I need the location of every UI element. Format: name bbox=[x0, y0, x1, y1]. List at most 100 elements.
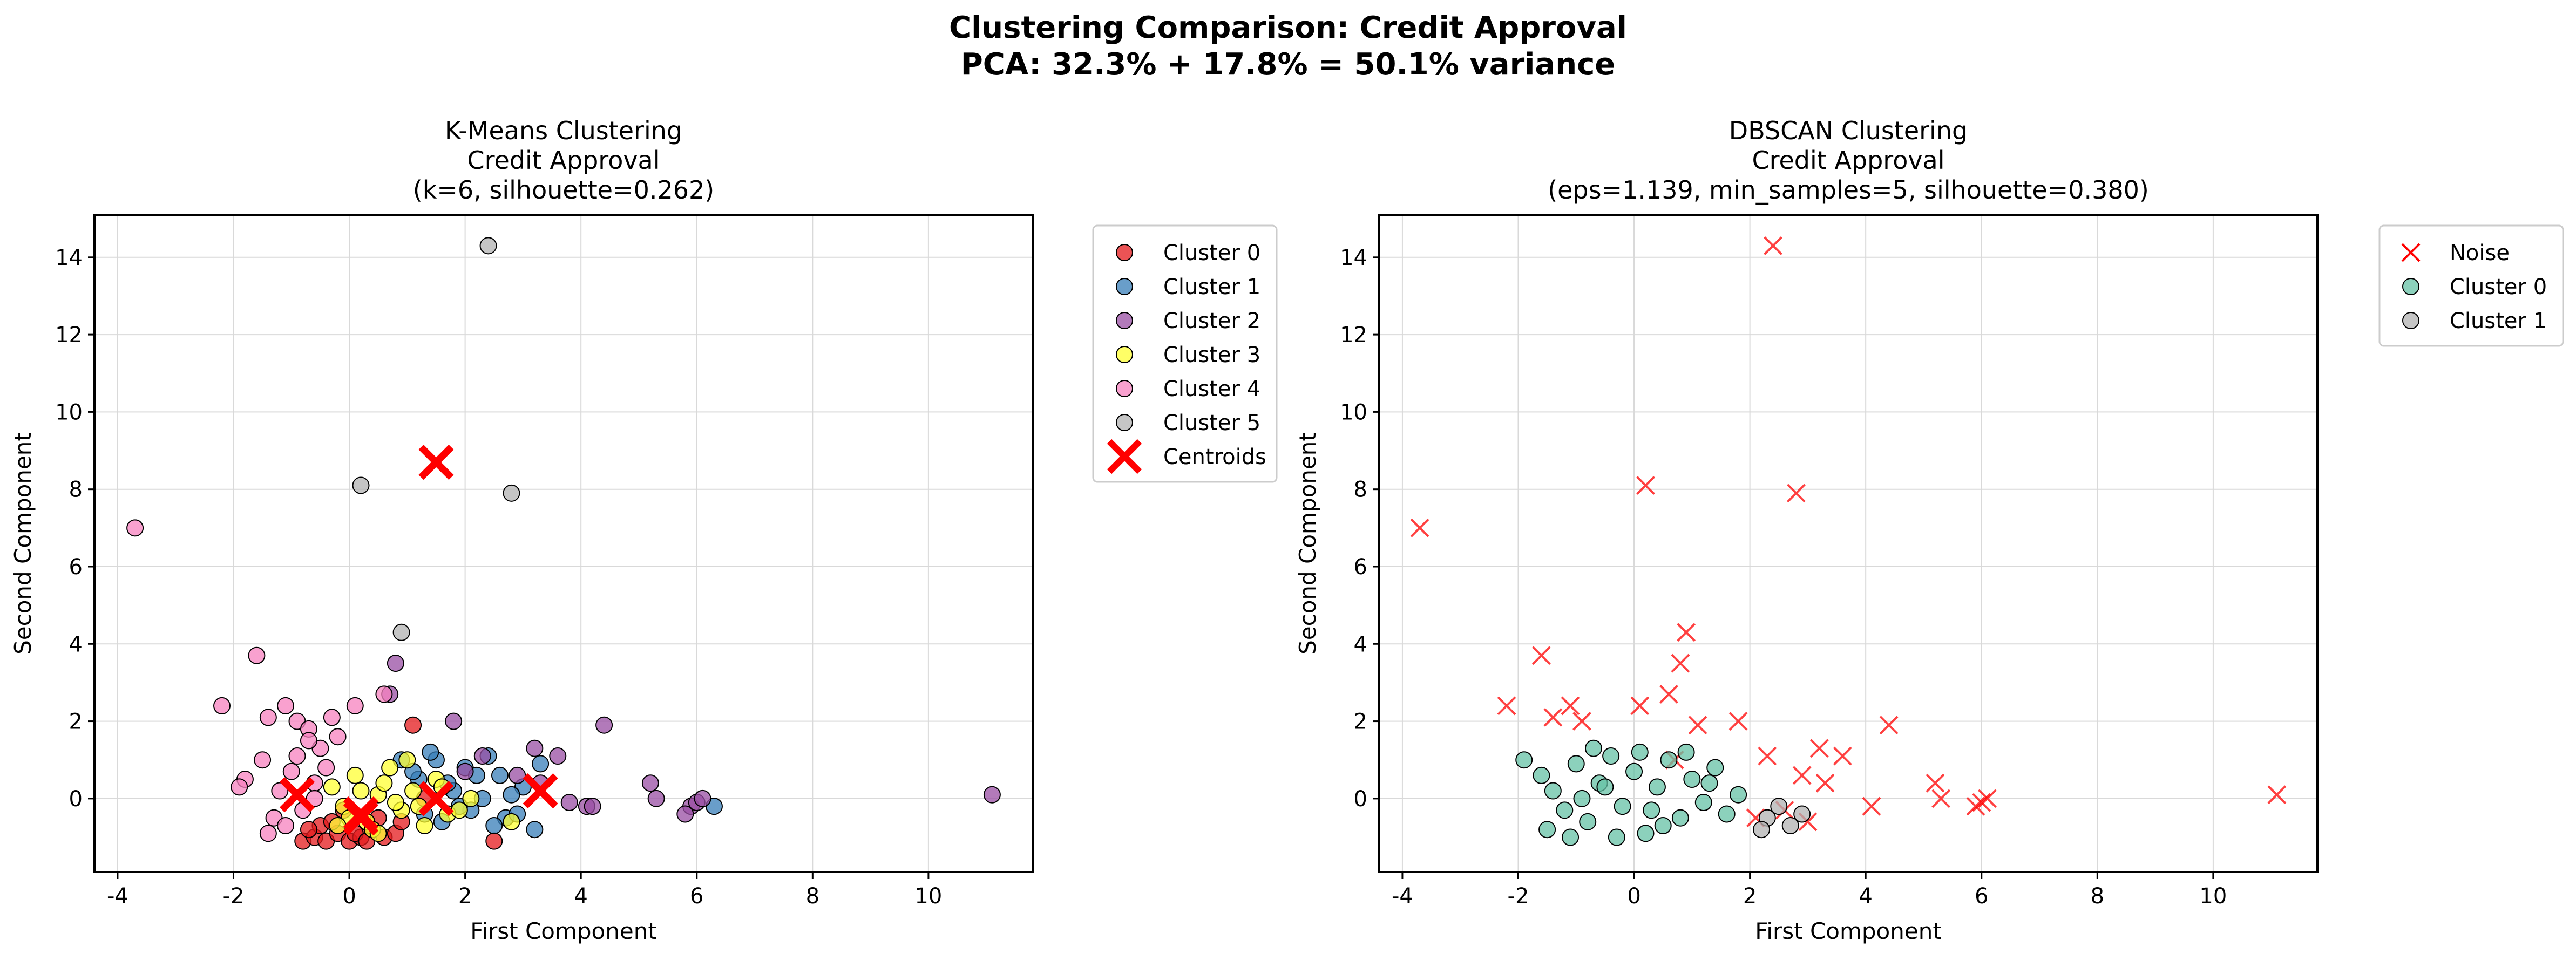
axes-frame bbox=[93, 214, 1034, 873]
noise-point bbox=[1410, 518, 1429, 537]
scatter-point bbox=[1556, 801, 1574, 819]
legend-marker bbox=[1107, 439, 1142, 474]
scatter-point bbox=[277, 697, 295, 714]
legend-marker bbox=[2402, 278, 2419, 295]
centroid-marker bbox=[279, 777, 315, 813]
scatter-point bbox=[1562, 828, 1580, 846]
scatter-point bbox=[259, 825, 277, 842]
scatter-point bbox=[456, 762, 474, 780]
noise-point bbox=[2267, 785, 2287, 805]
chart-title-line: Credit Approval bbox=[467, 146, 660, 175]
scatter-point bbox=[387, 655, 404, 672]
scatter-point bbox=[1637, 825, 1655, 842]
figure-title-line2: PCA: 32.3% + 17.8% = 50.1% variance bbox=[961, 47, 1616, 82]
y-tick-label: 8 bbox=[1354, 478, 1367, 502]
noise-point bbox=[1497, 696, 1516, 716]
scatter-point bbox=[1596, 778, 1614, 796]
scatter-point bbox=[532, 755, 550, 773]
x-tick-label: 4 bbox=[574, 884, 587, 909]
scatter-point bbox=[549, 747, 567, 765]
legend-marker bbox=[1116, 312, 1133, 329]
scatter-point bbox=[381, 759, 399, 777]
scatter-point bbox=[509, 766, 526, 784]
scatter-point bbox=[595, 716, 613, 734]
noise-point bbox=[1926, 773, 1945, 793]
noise-point bbox=[1572, 712, 1591, 731]
scatter-point bbox=[1781, 817, 1799, 835]
legend-box bbox=[2378, 224, 2564, 347]
y-tick-label: 12 bbox=[55, 323, 83, 348]
scatter-point bbox=[983, 786, 1001, 804]
x-axis-label: First Component bbox=[1755, 918, 1942, 944]
y-tick-label: 2 bbox=[69, 710, 83, 734]
scatter-point bbox=[404, 716, 422, 734]
scatter-point bbox=[526, 821, 544, 839]
scatter-point bbox=[1515, 751, 1533, 769]
scatter-point bbox=[1718, 805, 1736, 823]
y-tick-label: 12 bbox=[1340, 323, 1367, 348]
scatter-point bbox=[1753, 821, 1771, 839]
y-tick-label: 2 bbox=[1354, 710, 1367, 734]
x-tick-label: 0 bbox=[342, 884, 356, 909]
scatter-point bbox=[1700, 774, 1718, 792]
x-tick-label: 2 bbox=[1743, 884, 1757, 909]
scatter-point bbox=[1793, 805, 1811, 823]
x-tick-label: 6 bbox=[690, 884, 703, 909]
scatter-point bbox=[306, 789, 323, 807]
legend-label: Cluster 0 bbox=[2450, 275, 2547, 299]
scatter-point bbox=[641, 774, 659, 792]
legend-label: Cluster 2 bbox=[1163, 309, 1260, 333]
y-tick-label: 10 bbox=[55, 400, 83, 425]
y-tick-label: 0 bbox=[69, 787, 83, 812]
scatter-point bbox=[1602, 747, 1620, 765]
scatter-point bbox=[346, 766, 364, 784]
y-tick-label: 0 bbox=[1354, 787, 1367, 812]
chart-title-line: DBSCAN Clustering bbox=[1729, 116, 1968, 145]
scatter-point bbox=[317, 759, 335, 777]
x-tick-label: 0 bbox=[1627, 884, 1640, 909]
scatter-point bbox=[526, 739, 544, 757]
legend-label: Cluster 5 bbox=[1163, 411, 1260, 435]
scatter-point bbox=[323, 709, 341, 726]
x-tick-label: 6 bbox=[1975, 884, 1988, 909]
noise-point bbox=[1787, 484, 1806, 503]
scatter-point bbox=[352, 476, 370, 494]
y-tick-label: 8 bbox=[69, 478, 83, 502]
y-tick-label: 4 bbox=[1354, 632, 1367, 657]
noise-point bbox=[1862, 796, 1881, 816]
y-tick-label: 4 bbox=[69, 632, 83, 657]
x-tick-label: 8 bbox=[806, 884, 819, 909]
legend-label: Cluster 1 bbox=[1163, 275, 1260, 299]
noise-point bbox=[1815, 773, 1835, 793]
scatter-point bbox=[450, 801, 468, 819]
chart-title-line: Credit Approval bbox=[1752, 146, 1944, 175]
legend-marker bbox=[2402, 312, 2419, 329]
legend: Cluster 0 Cluster 1 Cluster 2 Cluster 3 Clus… bbox=[1092, 224, 1278, 483]
scatter-point bbox=[485, 817, 503, 835]
legend-marker bbox=[1116, 414, 1133, 431]
scatter-point bbox=[485, 832, 503, 850]
scatter-point bbox=[1567, 755, 1585, 773]
noise-point bbox=[1671, 653, 1690, 673]
legend-label: Centroids bbox=[1163, 445, 1266, 469]
y-axis-label: Second Component bbox=[1294, 432, 1321, 655]
scatter-point bbox=[248, 646, 266, 664]
chart-title-line: (k=6, silhouette=0.262) bbox=[413, 175, 714, 205]
scatter-point bbox=[271, 782, 289, 800]
scatter-point bbox=[1730, 786, 1747, 804]
x-tick-label: 10 bbox=[2199, 884, 2227, 909]
legend-marker bbox=[1116, 278, 1133, 295]
scatter-point bbox=[479, 237, 497, 255]
noise-point bbox=[1630, 696, 1650, 716]
scatter-point bbox=[1660, 751, 1678, 769]
scatter-point bbox=[387, 794, 404, 812]
scatter-point bbox=[352, 782, 370, 800]
noise-point bbox=[1972, 793, 1991, 812]
scatter-point bbox=[422, 743, 439, 761]
centroid-marker bbox=[343, 800, 379, 836]
scatter-point bbox=[1631, 743, 1649, 761]
